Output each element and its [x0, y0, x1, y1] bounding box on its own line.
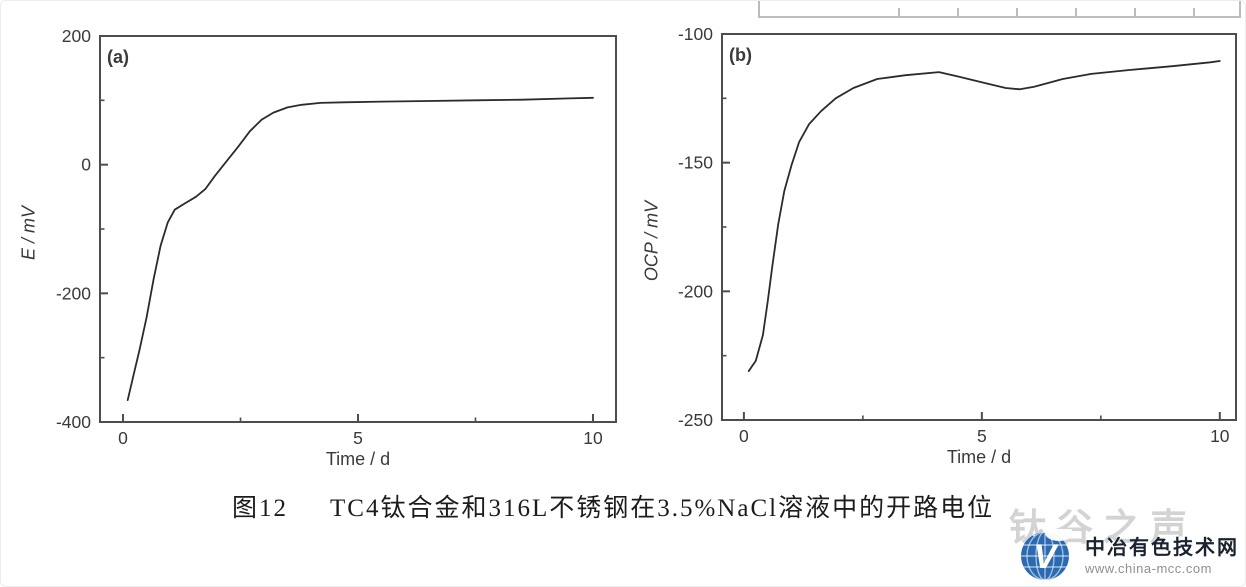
chart-b-plot: 0 5 10 -250 -200 -150 -100	[678, 24, 1237, 446]
site-url: www.china-mcc.com	[1085, 561, 1212, 576]
figure-caption: 图12 TC4钛合金和316L不锈钢在3.5%NaCl溶液中的开路电位	[232, 488, 994, 524]
chart-a-y-axis-label: E / mV	[18, 205, 39, 261]
x-tick-label: 10	[583, 428, 603, 448]
axis-tick	[1075, 8, 1077, 16]
y-tick-label: -250	[678, 410, 713, 430]
chart-a-plot: 0 5 10 -400 -200 0 200	[56, 26, 617, 448]
y-tick-label: 200	[62, 26, 91, 46]
data-curve	[747, 60, 1221, 373]
svg-text:V: V	[1034, 538, 1060, 576]
cropped-chart-axis	[758, 1, 1241, 18]
axis-tick	[1193, 8, 1195, 16]
figure-caption-number: 图12	[232, 495, 289, 522]
chart-b-y-axis-label: OCP / mV	[641, 200, 662, 282]
chart-b-panel-label: (b)	[729, 45, 752, 65]
y-tick-label: 0	[81, 155, 91, 175]
y-tick-label: -150	[678, 153, 713, 173]
x-tick-label: 5	[977, 426, 987, 446]
x-tick-label: 0	[118, 428, 128, 448]
globe-icon: V	[1021, 529, 1073, 580]
axis-tick	[1134, 8, 1136, 16]
plot-frame	[721, 33, 1237, 421]
figure-caption-text: TC4钛合金和316L不锈钢在3.5%NaCl溶液中的开路电位	[330, 495, 995, 522]
site-name: 中冶有色技术网	[1085, 537, 1239, 559]
plot-frame	[99, 35, 617, 423]
y-tick-label: -200	[56, 283, 91, 303]
y-tick-label: -200	[678, 281, 713, 301]
axis-tick	[957, 8, 959, 16]
chart-b-x-axis-label: Time / d	[946, 447, 1012, 467]
chart-a-x-axis-label: Time / d	[325, 449, 391, 469]
y-tick-label: -400	[56, 412, 91, 432]
y-tick-label: -100	[678, 24, 713, 44]
data-curve	[126, 96, 594, 402]
x-tick-label: 5	[353, 428, 363, 448]
x-tick-label: 0	[739, 426, 749, 446]
chart-a-panel-label: (a)	[107, 47, 129, 67]
axis-tick	[1016, 8, 1018, 16]
axis-tick	[898, 8, 900, 16]
x-tick-label: 10	[1210, 426, 1230, 446]
site-logo: V 中冶有色技术网 www.china-mcc.com	[1015, 501, 1245, 585]
